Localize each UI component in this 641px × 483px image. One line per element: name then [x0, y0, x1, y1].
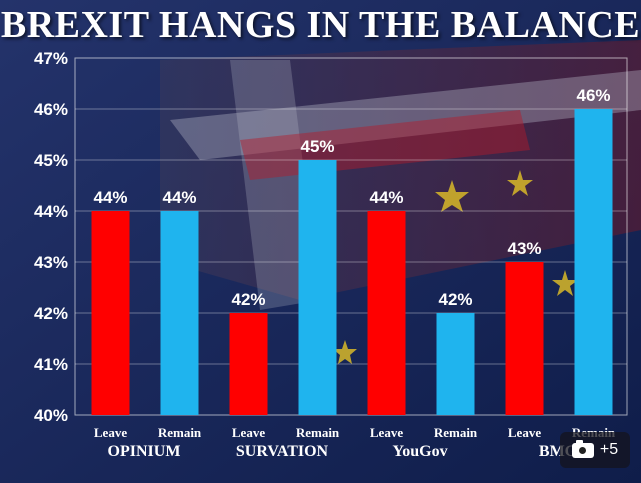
bar-survation-leave: [229, 313, 268, 415]
bar-value-label: 42%: [231, 290, 265, 309]
pollster-label: OPINIUM: [108, 443, 181, 460]
y-tick-label: 41%: [34, 355, 68, 374]
y-tick-label: 46%: [34, 100, 68, 119]
bar-value-label: 45%: [300, 137, 334, 156]
bar-category-label: Leave: [232, 425, 265, 440]
bar-category-label: Leave: [508, 425, 541, 440]
y-tick-label: 40%: [34, 406, 68, 425]
y-tick-label: 47%: [34, 49, 68, 68]
x-axis: Leave Remain OPINIUM Leave Remain SURVATION Le…: [94, 425, 616, 460]
bar-value-label: 44%: [369, 188, 403, 207]
bar-value-label: 44%: [162, 188, 196, 207]
bar-category-label: Remain: [158, 425, 202, 440]
y-tick-label: 42%: [34, 304, 68, 323]
bar-opinium-remain: [160, 211, 199, 415]
pollster-label: SURVATION: [236, 443, 329, 460]
plot-frame: [74, 57, 628, 416]
photo-count: +5: [599, 441, 619, 458]
gridlines: [75, 108, 627, 365]
bar-bmg-remain: [574, 109, 613, 415]
bar-value-label: 44%: [93, 188, 127, 207]
y-tick-label: 44%: [34, 202, 68, 221]
chart-title: BREXIT HANGS IN THE BALANCE: [0, 4, 641, 46]
bar-yougov-leave: [367, 211, 406, 415]
eu-stars: [333, 170, 578, 364]
bar-category-label: Leave: [94, 425, 127, 440]
bar-bmg-leave: [505, 262, 544, 415]
camera-icon: [571, 439, 594, 458]
y-tick-label: 43%: [34, 253, 68, 272]
y-axis: 40% 41% 42% 43% 44% 45% 46% 47%: [34, 49, 68, 425]
bar-opinium-leave: [91, 211, 130, 415]
bar-category-label: Leave: [370, 425, 403, 440]
bar-category-label: Remain: [434, 425, 478, 440]
bar-yougov-remain: [436, 313, 475, 415]
bar-category-label: Remain: [296, 425, 340, 440]
y-tick-label: 45%: [34, 151, 68, 170]
pollster-label: YouGov: [392, 443, 447, 460]
bar-value-label: 43%: [507, 239, 541, 258]
bar-value-label: 42%: [438, 290, 472, 309]
bar-survation-remain: [298, 160, 337, 415]
bars: 44% 44% 42% 45% 44% 42% 43% 46%: [91, 86, 613, 415]
bar-value-label: 46%: [576, 86, 610, 105]
photo-gallery-badge[interactable]: +5: [560, 432, 630, 468]
